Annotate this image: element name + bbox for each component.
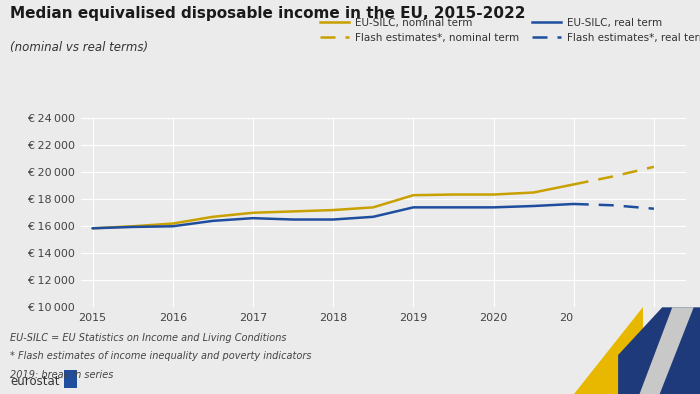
Text: EU-SILC = EU Statistics on Income and Living Conditions: EU-SILC = EU Statistics on Income and Li… — [10, 333, 287, 343]
Legend: EU-SILC, nominal term, Flash estimates*, nominal term, EU-SILC, real term, Flash: EU-SILC, nominal term, Flash estimates*,… — [316, 14, 700, 47]
Polygon shape — [618, 307, 700, 394]
Text: Median equivalised disposable income in the EU, 2015-2022: Median equivalised disposable income in … — [10, 6, 526, 21]
Polygon shape — [574, 307, 643, 394]
Text: (nominal vs real terms): (nominal vs real terms) — [10, 41, 148, 54]
Text: * Flash estimates of income inequality and poverty indicators: * Flash estimates of income inequality a… — [10, 351, 312, 361]
Polygon shape — [640, 307, 694, 394]
Text: 2019: break in series: 2019: break in series — [10, 370, 114, 379]
Text: eurostat: eurostat — [10, 375, 60, 388]
